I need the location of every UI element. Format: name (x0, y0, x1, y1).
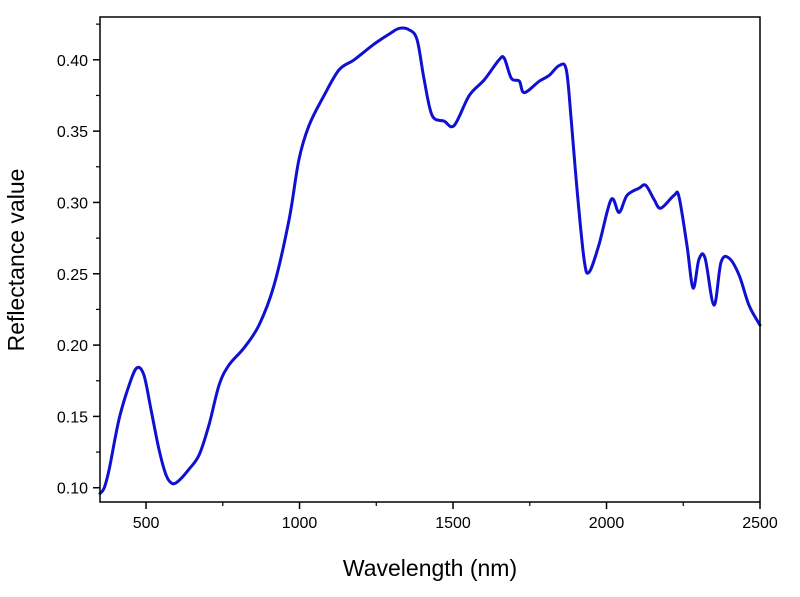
x-tick-label: 1000 (282, 515, 318, 532)
x-axis-ticks: 500 1000 1500 2000 2500 (133, 502, 778, 532)
x-tick-label: 1500 (435, 515, 471, 532)
y-tick-label: 0.15 (57, 409, 88, 426)
y-axis-ticks: 0.10 0.15 0.20 0.25 0.30 0.35 0.40 (57, 23, 100, 498)
y-tick-label: 0.10 (57, 481, 88, 498)
plot-frame (99, 16, 761, 503)
x-tick-label: 500 (133, 515, 160, 532)
y-axis-title: Reflectance value (3, 169, 29, 352)
x-tick-label: 2500 (742, 515, 778, 532)
y-tick-label: 0.30 (57, 195, 88, 212)
y-tick-label: 0.35 (57, 124, 88, 141)
y-tick-label: 0.25 (57, 267, 88, 284)
series-line-reflectance (98, 26, 762, 495)
x-axis-title: Wavelength (nm) (343, 555, 517, 581)
y-tick-label: 0.20 (57, 338, 88, 355)
x-tick-label: 2000 (589, 515, 625, 532)
y-tick-label: 0.40 (57, 53, 88, 70)
